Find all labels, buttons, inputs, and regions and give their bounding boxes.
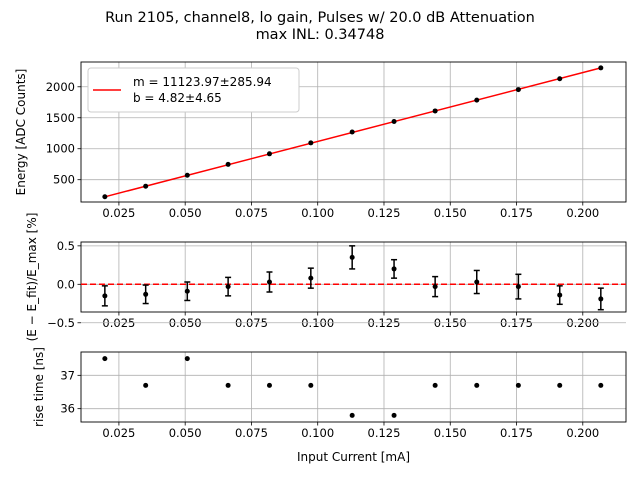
data-point bbox=[266, 279, 272, 285]
x-tick-label: 0.025 bbox=[102, 426, 135, 440]
y-axis-label: rise time [ns] bbox=[32, 347, 46, 427]
y-tick-label: 37 bbox=[60, 368, 75, 382]
y-tick-label: −0.5 bbox=[47, 316, 75, 330]
data-point bbox=[102, 293, 108, 299]
data-point bbox=[143, 382, 149, 388]
x-tick-label: 0.125 bbox=[368, 426, 401, 440]
panel-1: 0.025 0.050 0.075 0.100 0.125 0.150 0.175 0.200… bbox=[14, 61, 627, 220]
axes-frame bbox=[80, 351, 627, 423]
data-point bbox=[184, 356, 190, 362]
x-tick-label: 0.050 bbox=[169, 206, 202, 220]
data-point bbox=[184, 172, 190, 178]
data-point bbox=[266, 382, 272, 388]
legend-intercept: b = 4.82±4.65 bbox=[133, 91, 222, 105]
x-tick-label: 0.075 bbox=[235, 206, 268, 220]
data-point bbox=[515, 382, 521, 388]
data-point bbox=[349, 254, 355, 260]
data-point bbox=[308, 275, 314, 281]
data-point bbox=[349, 129, 355, 135]
data-point bbox=[598, 296, 604, 302]
x-axis-label: Input Current [mA] bbox=[297, 450, 410, 464]
y-axis-label: (E − E_fit)/E_max [%] bbox=[25, 213, 39, 342]
y-tick-label: 1000 bbox=[46, 142, 75, 156]
data-point bbox=[557, 292, 563, 298]
x-tick-label: 0.200 bbox=[566, 206, 599, 220]
data-point bbox=[557, 382, 563, 388]
data-point bbox=[474, 279, 480, 285]
panel-2: 0.025 0.050 0.075 0.100 0.125 0.150 0.175 0.200… bbox=[25, 213, 627, 342]
data-point bbox=[184, 288, 190, 294]
data-point bbox=[598, 382, 604, 388]
data-point bbox=[391, 118, 397, 124]
data-point bbox=[432, 108, 438, 114]
figure-title-line2: max INL: 0.34748 bbox=[256, 27, 385, 43]
axes-frame bbox=[80, 241, 627, 313]
data-point bbox=[102, 194, 108, 200]
x-tick-label: 0.200 bbox=[566, 426, 599, 440]
data-point bbox=[598, 65, 604, 71]
data-point bbox=[308, 140, 314, 146]
data-point bbox=[474, 97, 480, 103]
panel-3: 0.025 0.050 0.075 0.100 0.125 0.150 0.175 0.200… bbox=[32, 347, 627, 464]
x-tick-label: 0.175 bbox=[500, 426, 533, 440]
data-point bbox=[474, 382, 480, 388]
x-tick-label: 0.175 bbox=[500, 206, 533, 220]
data-point bbox=[308, 382, 314, 388]
chart-panels: 0.025 0.050 0.075 0.100 0.125 0.150 0.175 0.200… bbox=[14, 61, 627, 464]
data-point bbox=[515, 87, 521, 93]
x-tick-label: 0.050 bbox=[169, 426, 202, 440]
data-point bbox=[391, 266, 397, 272]
axes-frame bbox=[80, 61, 627, 203]
data-point bbox=[102, 356, 108, 362]
data-point bbox=[143, 183, 149, 189]
data-point bbox=[557, 76, 563, 82]
y-tick-label: 1500 bbox=[46, 111, 75, 125]
data-point bbox=[225, 161, 231, 167]
data-point bbox=[225, 382, 231, 388]
x-tick-label: 0.025 bbox=[102, 206, 135, 220]
legend-box bbox=[87, 67, 300, 113]
data-point bbox=[515, 284, 521, 290]
x-tick-label: 0.100 bbox=[301, 426, 334, 440]
x-tick-label: 0.150 bbox=[434, 206, 467, 220]
data-point bbox=[432, 382, 438, 388]
y-tick-label: 36 bbox=[60, 402, 75, 416]
x-tick-label: 0.075 bbox=[235, 426, 268, 440]
x-tick-label: 0.125 bbox=[368, 206, 401, 220]
data-point bbox=[432, 284, 438, 290]
data-point bbox=[266, 151, 272, 157]
data-point bbox=[349, 412, 355, 418]
x-tick-label: 0.150 bbox=[434, 426, 467, 440]
legend: m = 11123.97±285.94 b = 4.82±4.65 bbox=[87, 67, 300, 113]
data-point bbox=[143, 291, 149, 297]
y-tick-label: 0.0 bbox=[57, 277, 75, 291]
data-point bbox=[391, 412, 397, 418]
y-tick-label: 0.5 bbox=[57, 239, 75, 253]
data-point bbox=[225, 284, 231, 290]
y-axis-label: Energy [ADC Counts] bbox=[14, 69, 28, 196]
x-tick-label: 0.100 bbox=[301, 206, 334, 220]
legend-slope: m = 11123.97±285.94 bbox=[133, 75, 272, 89]
figure-title-line1: Run 2105, channel8, lo gain, Pulses w/ 2… bbox=[105, 10, 535, 26]
y-tick-label: 500 bbox=[53, 173, 75, 187]
y-tick-label: 2000 bbox=[46, 80, 75, 94]
